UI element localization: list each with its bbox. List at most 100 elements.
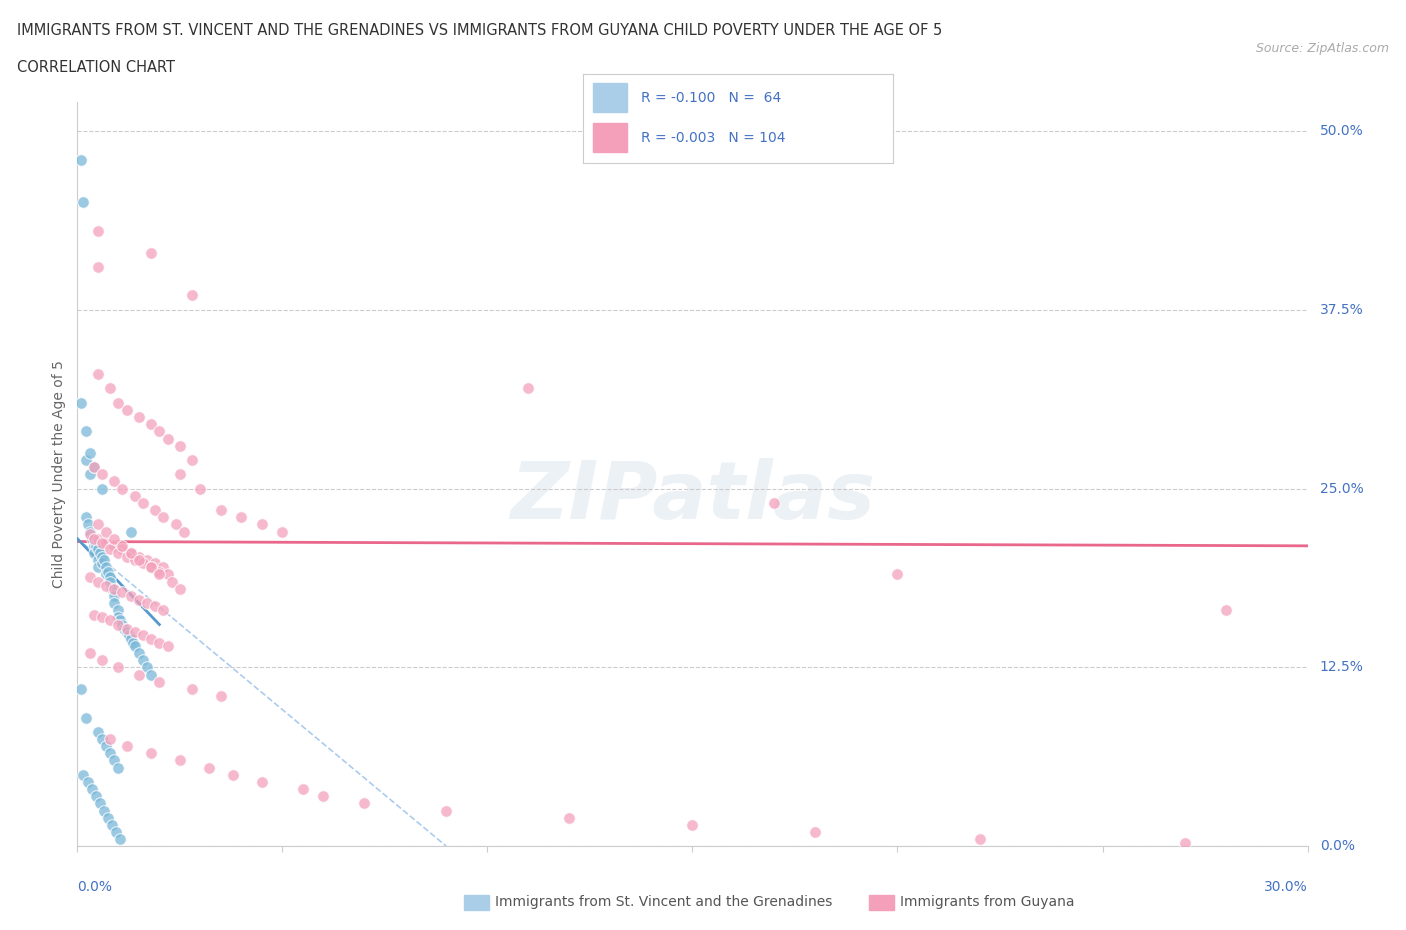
Point bbox=[98, 541, 121, 556]
Point bbox=[94, 567, 117, 582]
Point bbox=[1215, 603, 1237, 618]
Point bbox=[188, 481, 212, 496]
Point bbox=[90, 653, 114, 668]
Point bbox=[107, 395, 129, 410]
Text: Immigrants from Guyana: Immigrants from Guyana bbox=[900, 895, 1074, 910]
Point bbox=[165, 517, 187, 532]
Point bbox=[148, 567, 170, 582]
Point bbox=[98, 746, 121, 761]
Point bbox=[89, 796, 111, 811]
Point bbox=[90, 536, 114, 551]
Point bbox=[83, 459, 105, 474]
Text: IMMIGRANTS FROM ST. VINCENT AND THE GRENADINES VS IMMIGRANTS FROM GUYANA CHILD P: IMMIGRANTS FROM ST. VINCENT AND THE GREN… bbox=[17, 23, 942, 38]
Point bbox=[148, 424, 170, 439]
Text: 50.0%: 50.0% bbox=[1320, 124, 1364, 138]
Bar bbox=[593, 123, 627, 153]
Point bbox=[148, 674, 170, 689]
Point bbox=[97, 810, 120, 825]
Point bbox=[436, 804, 458, 818]
Point bbox=[79, 525, 101, 539]
Point bbox=[115, 738, 138, 753]
Point bbox=[143, 502, 166, 517]
Point bbox=[173, 525, 195, 539]
Text: 0.0%: 0.0% bbox=[77, 880, 112, 894]
Point bbox=[83, 538, 105, 553]
Point bbox=[75, 510, 97, 525]
Point bbox=[124, 624, 146, 639]
Point bbox=[160, 574, 183, 589]
Point bbox=[103, 595, 125, 610]
Point bbox=[84, 789, 107, 804]
Point bbox=[90, 467, 114, 482]
Point bbox=[517, 381, 540, 396]
Point bbox=[128, 645, 150, 660]
Y-axis label: Child Poverty Under the Age of 5: Child Poverty Under the Age of 5 bbox=[52, 360, 66, 589]
Point bbox=[169, 467, 191, 482]
Point bbox=[94, 738, 117, 753]
Point bbox=[141, 246, 163, 260]
Point bbox=[141, 560, 163, 575]
Point bbox=[141, 560, 163, 575]
Point bbox=[128, 667, 150, 682]
Text: 25.0%: 25.0% bbox=[1320, 482, 1364, 496]
Point bbox=[90, 610, 114, 625]
Point bbox=[209, 502, 232, 517]
Point bbox=[94, 560, 117, 575]
Point bbox=[98, 732, 121, 747]
Point bbox=[152, 603, 174, 618]
Point bbox=[121, 636, 143, 651]
Text: R = -0.100   N =  64: R = -0.100 N = 64 bbox=[641, 91, 780, 105]
Point bbox=[87, 574, 110, 589]
Point bbox=[222, 767, 245, 782]
Point bbox=[90, 481, 114, 496]
Point bbox=[110, 613, 132, 628]
Point bbox=[156, 567, 179, 582]
Point bbox=[115, 624, 138, 639]
Text: 30.0%: 30.0% bbox=[1264, 880, 1308, 894]
Point bbox=[143, 599, 166, 614]
Point bbox=[87, 560, 110, 575]
Point bbox=[682, 817, 704, 832]
Point bbox=[111, 541, 134, 556]
Text: Source: ZipAtlas.com: Source: ZipAtlas.com bbox=[1256, 42, 1389, 55]
Point bbox=[76, 775, 98, 790]
Point bbox=[132, 555, 155, 570]
Point bbox=[83, 546, 105, 561]
Point bbox=[103, 581, 125, 596]
Point bbox=[84, 538, 107, 553]
Point bbox=[94, 578, 117, 593]
Point bbox=[83, 531, 105, 546]
Point bbox=[558, 810, 581, 825]
Point bbox=[101, 581, 124, 596]
Point bbox=[141, 746, 163, 761]
Point bbox=[79, 467, 101, 482]
Point bbox=[90, 555, 114, 570]
Point bbox=[353, 796, 375, 811]
Point bbox=[70, 153, 93, 167]
Point bbox=[1174, 836, 1197, 851]
Point bbox=[886, 567, 908, 582]
Point bbox=[120, 589, 142, 604]
Point bbox=[120, 546, 142, 561]
Point bbox=[156, 432, 179, 446]
Point bbox=[128, 409, 150, 424]
Point bbox=[141, 631, 163, 646]
Point bbox=[111, 584, 134, 599]
Text: 12.5%: 12.5% bbox=[1320, 660, 1364, 674]
Point bbox=[89, 546, 111, 561]
Point bbox=[79, 527, 101, 542]
Point bbox=[169, 753, 191, 768]
Point bbox=[804, 825, 827, 840]
Point bbox=[98, 570, 121, 585]
Point bbox=[156, 639, 179, 654]
Text: CORRELATION CHART: CORRELATION CHART bbox=[17, 60, 174, 75]
Point bbox=[169, 438, 191, 453]
Point bbox=[103, 589, 125, 604]
Point bbox=[79, 645, 101, 660]
Point bbox=[181, 453, 204, 468]
Text: 0.0%: 0.0% bbox=[1320, 839, 1355, 854]
Point bbox=[141, 667, 163, 682]
Point bbox=[98, 574, 121, 589]
Point bbox=[87, 552, 110, 567]
Point bbox=[209, 688, 232, 703]
